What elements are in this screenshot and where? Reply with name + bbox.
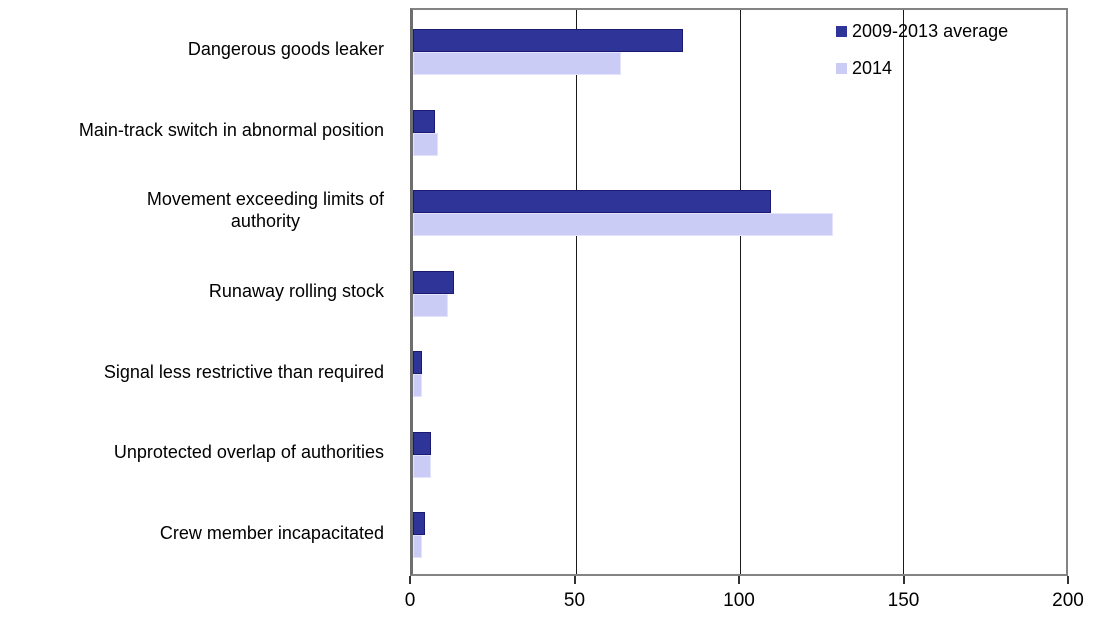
bar-rows — [413, 10, 1066, 574]
bar-group — [413, 10, 1066, 91]
bar-2009-2013-average — [413, 190, 771, 214]
category-label: Main-track switch in abnormal position — [78, 119, 384, 140]
x-axis-tick-label: 0 — [404, 590, 416, 611]
gridline — [902, 10, 904, 574]
category-label: Runaway rolling stock — [208, 281, 384, 302]
category-label-row: Dangerous goods leaker — [0, 10, 398, 91]
x-axis-tick — [1067, 576, 1069, 584]
bar-2009-2013-average — [413, 29, 683, 52]
category-label-row: Runaway rolling stock — [0, 252, 398, 333]
category-label-row: Signal less restrictive than required — [0, 332, 398, 413]
x-axis-tick-label: 50 — [563, 590, 586, 611]
x-axis-tick-label: 200 — [1052, 590, 1084, 611]
gridline — [576, 10, 578, 574]
legend-item: 2009-2013 average — [836, 21, 1008, 42]
x-axis-tick-label: 150 — [887, 590, 920, 611]
category-label-row: Movement exceeding limits of authority — [0, 171, 398, 252]
bar-2009-2013-average — [413, 109, 435, 133]
gridline — [739, 10, 741, 574]
legend-swatch-icon — [836, 63, 847, 74]
legend-label: 2014 — [852, 58, 893, 78]
category-label-row: Main-track switch in abnormal position — [0, 91, 398, 172]
x-axis-tick — [573, 576, 576, 584]
bar-2014 — [413, 454, 432, 478]
bar-group — [413, 493, 1066, 574]
plot-area — [410, 8, 1068, 576]
bar-group — [413, 332, 1066, 413]
legend: 2009-2013 average 2014 — [836, 21, 1008, 79]
bar-2009-2013-average — [413, 351, 422, 375]
bar-group — [413, 171, 1066, 252]
x-axis-tick — [738, 576, 740, 584]
category-label: Unprotected overlap of authorities — [113, 442, 384, 463]
legend-swatch-icon — [836, 26, 847, 37]
bar-2009-2013-average — [413, 270, 455, 294]
x-axis-tick-label: 100 — [723, 590, 755, 611]
category-label: Signal less restrictive than required — [103, 361, 384, 382]
bar-group — [413, 413, 1066, 494]
category-label-row: Crew member incapacitated — [0, 493, 398, 574]
category-axis: Dangerous goods leaker Main-track switch … — [0, 10, 398, 574]
bar-2014 — [413, 293, 448, 317]
bar-2014 — [413, 213, 833, 237]
bar-2009-2013-average — [413, 431, 432, 455]
bar-2014 — [413, 374, 422, 398]
category-label: Movement exceeding limits of authority — [146, 189, 384, 232]
legend-item: 2014 — [836, 58, 1008, 79]
category-label: Crew member incapacitated — [159, 522, 384, 543]
bar-group — [413, 91, 1066, 172]
category-label: Dangerous goods leaker — [187, 39, 384, 60]
bar-2014 — [413, 132, 438, 156]
category-label-row: Unprotected overlap of authorities — [0, 413, 398, 494]
bar-2009-2013-average — [413, 512, 425, 536]
bar-2014 — [413, 52, 621, 75]
bar-2014 — [413, 535, 422, 559]
legend-label: 2009-2013 average — [852, 21, 1009, 41]
x-axis-tick — [902, 576, 905, 584]
bar-group — [413, 252, 1066, 333]
x-axis-tick — [409, 576, 411, 584]
